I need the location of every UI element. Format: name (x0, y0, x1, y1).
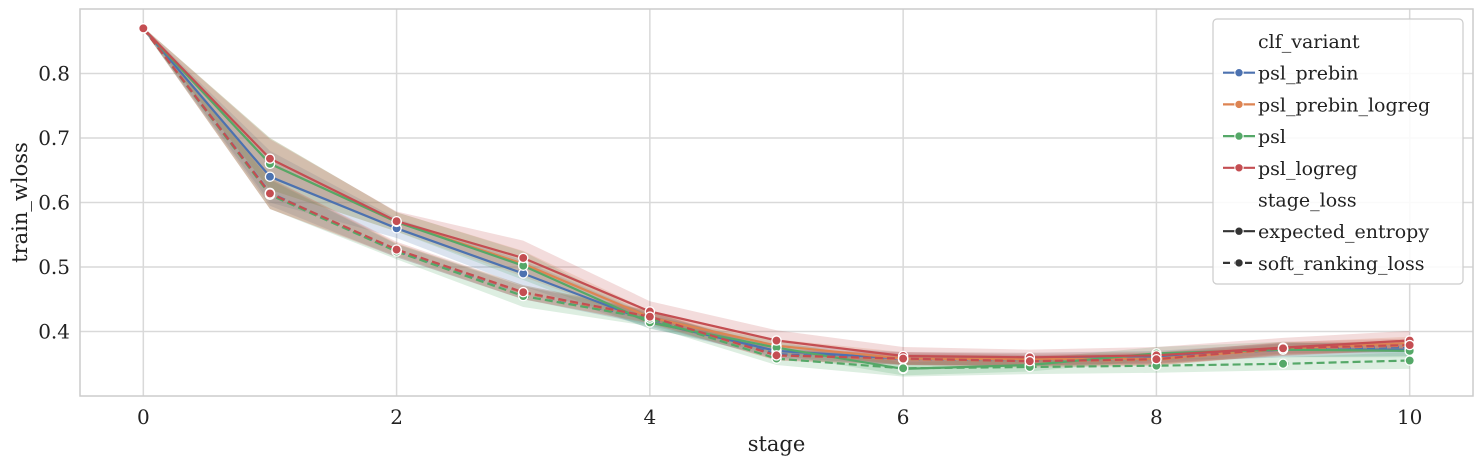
legend-marker-psl_prebin (1234, 68, 1244, 78)
legend-title-clf-variant: clf_variant (1258, 31, 1360, 53)
data-point-psl_logreg (644, 311, 656, 322)
data-point-psl_logreg (264, 153, 276, 164)
legend-marker-expected_entropy (1234, 226, 1244, 236)
y-tick-label: 0.8 (38, 62, 70, 86)
x-axis-title: stage (748, 432, 806, 456)
data-point-psl_logreg (1404, 339, 1415, 351)
legend-label-psl: psl (1258, 126, 1286, 148)
y-axis-title: train_wloss (8, 142, 32, 263)
data-point-psl_logreg (138, 23, 149, 34)
x-tick-label: 0 (137, 405, 150, 429)
data-point-psl_logreg (1151, 353, 1162, 365)
legend-label-psl_logreg: psl_logreg (1258, 158, 1358, 180)
y-tick-label: 0.4 (38, 320, 70, 344)
legend-label-expected_entropy: expected_entropy (1258, 221, 1429, 243)
legend-marker-psl_prebin_logreg (1234, 99, 1244, 110)
series-line-psl_logreg-soft_ranking_loss (142, 27, 1410, 363)
data-point-psl_logreg (391, 244, 402, 255)
x-tick-label: 6 (897, 405, 910, 429)
x-tick-label: 4 (643, 405, 656, 429)
data-point-psl_logreg (1277, 343, 1289, 354)
y-tick-label: 0.6 (38, 191, 70, 215)
data-point-psl_logreg (517, 286, 529, 298)
x-tick-label: 10 (1397, 405, 1422, 429)
data-point-psl_logreg (391, 215, 402, 227)
legend-label-soft_ranking_loss: soft_ranking_loss (1258, 253, 1425, 275)
y-tick-label: 0.5 (38, 255, 70, 279)
data-point-psl_logreg (264, 188, 276, 199)
data-point-psl_logreg (1024, 355, 1036, 367)
data-point-psl_logreg (771, 350, 782, 361)
legend-marker-psl (1234, 131, 1244, 141)
legend-marker-soft_ranking_loss (1234, 258, 1244, 268)
data-point-psl_logreg (771, 335, 782, 346)
legend-marker-psl_logreg (1234, 163, 1244, 173)
series-markers (138, 23, 1415, 375)
x-tick-label: 8 (1150, 405, 1163, 429)
data-point-psl (1404, 355, 1415, 366)
legend-title-stage-loss: stage_loss (1258, 190, 1357, 212)
x-tick-label: 2 (390, 405, 403, 429)
data-point-psl_logreg (897, 353, 909, 364)
data-point-psl_logreg (517, 252, 529, 264)
series-line-psl-soft_ranking_loss (142, 27, 1410, 370)
y-tick-label: 0.7 (38, 126, 70, 150)
plot-frame (79, 8, 1474, 397)
data-point-psl_prebin (264, 171, 276, 182)
legend-label-psl_prebin_logreg: psl_prebin_logreg (1258, 94, 1430, 116)
data-point-psl (1277, 358, 1289, 369)
data-point-psl (897, 363, 909, 374)
legend: clf_variant psl_prebin psl_prebin_logregps… (1212, 18, 1464, 285)
x-tick-labels: 0 2 4 6 8 10 (137, 405, 1422, 429)
y-tick-labels: 0.4 0.5 0.6 0.7 0.8 (38, 62, 70, 344)
legend-box (1212, 18, 1464, 285)
legend-label-psl_prebin: psl_prebin (1258, 63, 1358, 85)
